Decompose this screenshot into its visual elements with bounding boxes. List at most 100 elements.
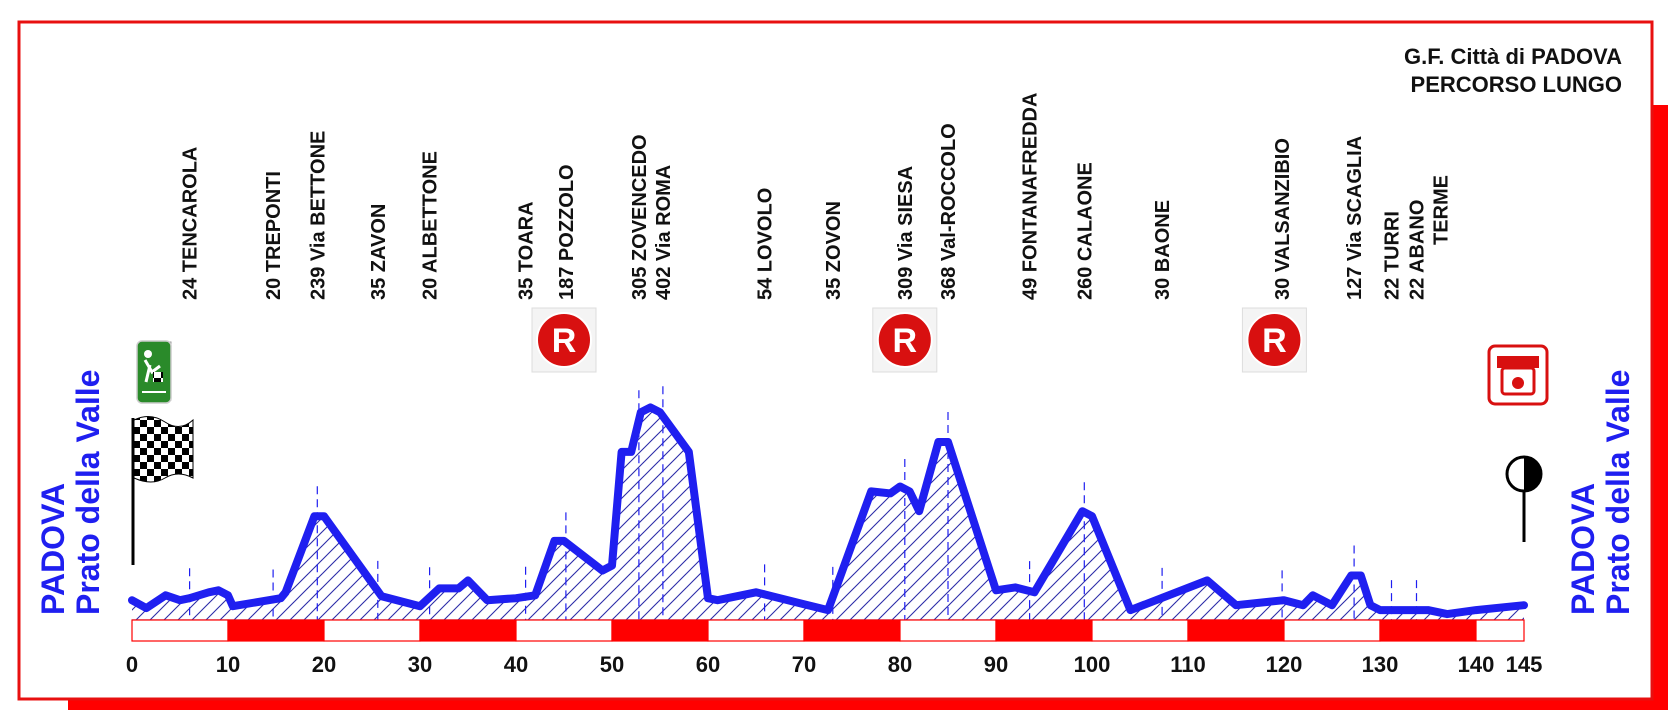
refreshment-letter: R xyxy=(552,322,577,360)
refreshment-letter: R xyxy=(1262,322,1287,360)
x-tick-label: 140 xyxy=(1458,652,1495,677)
waypoint-altitude: 20 xyxy=(263,272,285,300)
waypoint-label: 260 CALAONE xyxy=(1074,162,1096,300)
waypoint-label: 127 Via SCAGLIA xyxy=(1344,136,1366,300)
waypoint-name: BAONE xyxy=(1152,200,1174,272)
x-tick-label: 40 xyxy=(504,652,528,677)
x-tick-label: 70 xyxy=(792,652,816,677)
x-tick-label: 145 xyxy=(1506,652,1543,677)
refreshment-icon: R xyxy=(531,307,597,373)
distance-segment xyxy=(227,619,325,642)
distance-segment xyxy=(515,619,613,642)
frame-shadow-top xyxy=(1655,120,1668,710)
waypoint-label: 20 ALBETTONE xyxy=(420,151,442,300)
end-city-label: PADOVA xyxy=(1565,483,1601,615)
waypoint-name: POZZOLO xyxy=(556,164,578,261)
waypoint-name: Via ROMA xyxy=(653,165,675,261)
refreshment-letter: R xyxy=(893,322,918,360)
waypoint-name: ZAVON xyxy=(368,204,390,273)
waypoint-label: 35 ZOVON xyxy=(823,201,845,300)
distance-segment xyxy=(1187,619,1285,642)
x-tick-label: 20 xyxy=(312,652,336,677)
distance-segment xyxy=(995,619,1093,642)
chart-title: G.F. Città di PADOVA xyxy=(1404,44,1622,69)
waypoint-altitude: 35 xyxy=(516,272,538,300)
x-tick-label: 60 xyxy=(696,652,720,677)
waypoint-name: TOARA xyxy=(516,201,538,272)
waypoint-label: 187 POZZOLO xyxy=(556,164,578,300)
waypoint-altitude: 127 xyxy=(1344,261,1366,300)
waypoint-name: TREPONTI xyxy=(263,171,285,272)
waypoint-altitude: 22 xyxy=(1382,272,1404,300)
waypoint-altitude: 54 xyxy=(755,272,777,300)
waypoint-altitude: 309 xyxy=(895,261,917,300)
waypoint-name: Val-ROCCOLO xyxy=(938,123,960,261)
waypoint-name: CALAONE xyxy=(1074,162,1096,261)
waypoint-altitude: 305 xyxy=(629,261,651,300)
x-axis-ticks: 0 10 20 30 40 50 60 70 80 90 100 110 120 130 140 145 xyxy=(126,652,1542,677)
waypoint-name: TENCAROLA xyxy=(180,147,202,273)
waypoint-altitude: 368 xyxy=(938,261,960,300)
x-tick-label: 30 xyxy=(408,652,432,677)
x-tick-label: 80 xyxy=(888,652,912,677)
distance-segment xyxy=(419,619,517,642)
x-tick-label: 50 xyxy=(600,652,624,677)
waypoint-label: 54 LOVOLO xyxy=(755,188,777,300)
waypoint-label: 35 TOARA xyxy=(516,201,538,300)
waypoint-label: 30 BAONE xyxy=(1152,200,1174,300)
finish-line-icon xyxy=(1505,455,1543,542)
waypoint-altitude: 35 xyxy=(368,272,390,300)
x-tick-label: 120 xyxy=(1266,652,1303,677)
x-tick-label: 100 xyxy=(1074,652,1111,677)
distance-segment xyxy=(611,619,709,642)
distance-segment xyxy=(1475,619,1525,642)
waypoint-name: ALBETTONE xyxy=(420,151,442,273)
x-tick-label: 110 xyxy=(1170,652,1206,677)
waypoint-name: LOVOLO xyxy=(755,188,777,272)
waypoint-label: 35 ZAVON xyxy=(368,204,390,300)
start-city-label: PADOVA xyxy=(35,483,71,615)
waypoint-name: TURRI xyxy=(1382,211,1404,272)
waypoint-altitude: 24 xyxy=(180,272,202,300)
distance-segment xyxy=(707,619,805,642)
waypoint-altitude: 187 xyxy=(556,261,578,300)
waypoint-label: 30 VALSANZIBIO xyxy=(1272,138,1294,300)
waypoint-name: ABANO xyxy=(1407,200,1429,273)
waypoint-name: VALSANZIBIO xyxy=(1272,138,1294,272)
waypoint-name: ZOVENCEDO xyxy=(629,134,651,261)
start-checkered-flag-icon xyxy=(131,416,194,565)
x-tick-label: 10 xyxy=(216,652,240,677)
waypoint-label: 22 ABANO xyxy=(1407,200,1429,300)
distance-segment xyxy=(899,619,997,642)
waypoint-altitude: 22 xyxy=(1407,273,1429,300)
x-tick-label: 90 xyxy=(984,652,1008,677)
finish-food-icon xyxy=(1487,344,1549,406)
waypoint-altitude: 30 xyxy=(1152,272,1174,300)
waypoint-labels: 24 TENCAROLA 20 TREPONTI 239 Via BETTONE 35… xyxy=(180,93,1453,300)
waypoint-label: 49 FONTANAFREDDA xyxy=(1020,93,1042,300)
waypoint-altitude: 49 xyxy=(1020,272,1042,300)
refreshment-icon: R xyxy=(1241,307,1307,373)
distance-segment xyxy=(1379,619,1477,642)
elevation-line xyxy=(128,403,1528,619)
distance-segment xyxy=(803,619,901,642)
waypoint-label: 239 Via BETTONE xyxy=(307,131,329,300)
distance-segment xyxy=(131,619,229,642)
start-rider-icon xyxy=(136,340,172,404)
waypoint-altitude: 35 xyxy=(823,272,845,300)
waypoint-label: 368 Val-ROCCOLO xyxy=(938,123,960,300)
waypoint-label: 24 TENCAROLA xyxy=(180,147,202,300)
waypoint-altitude: 260 xyxy=(1074,261,1096,300)
waypoint-name: Via BETTONE xyxy=(307,131,329,261)
chart-subtitle: PERCORSO LUNGO xyxy=(1411,72,1622,97)
distance-segment xyxy=(1091,619,1189,642)
waypoint-label: 20 TREPONTI xyxy=(263,171,285,300)
distance-segment xyxy=(1283,619,1381,642)
distance-segment xyxy=(323,619,421,642)
start-place-label: Prato della Valle xyxy=(70,370,106,615)
x-tick-label: 0 xyxy=(126,652,138,677)
waypoint-label: 402 Via ROMA xyxy=(653,165,675,300)
waypoint-altitude: 239 xyxy=(307,261,329,300)
